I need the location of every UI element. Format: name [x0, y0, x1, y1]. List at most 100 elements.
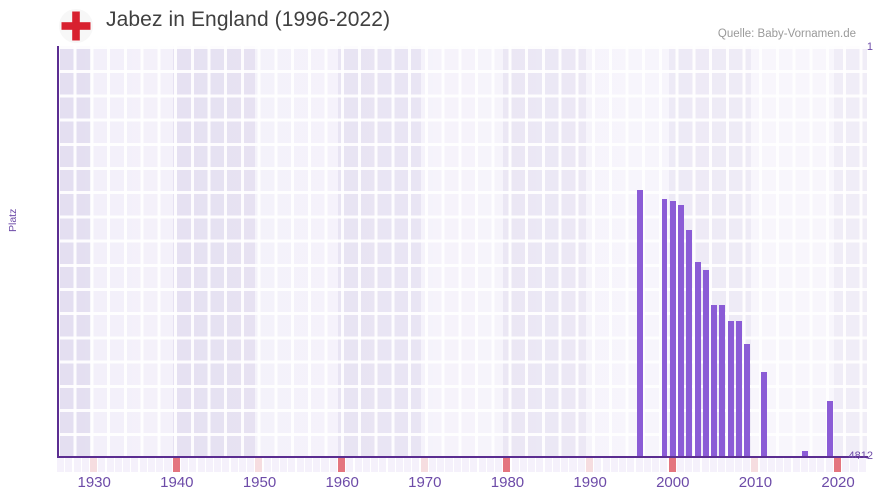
year-marker-cell [544, 458, 552, 472]
year-marker-cell [585, 458, 594, 472]
year-marker-cell [453, 458, 461, 472]
year-marker-cell [255, 458, 263, 472]
bar[interactable] [735, 321, 742, 457]
year-marker-cell [569, 458, 577, 472]
year-marker-cell [619, 458, 627, 472]
year-marker-cell [817, 458, 825, 472]
y-axis-title: Platz [7, 208, 19, 232]
bar[interactable] [661, 198, 668, 457]
year-marker-cell [536, 458, 544, 472]
year-marker-cell [114, 458, 122, 472]
x-tick-label: 1990 [573, 474, 607, 491]
year-marker-cell [743, 458, 751, 472]
year-marker-cell [734, 458, 742, 472]
bar[interactable] [744, 343, 751, 457]
x-axis-line [57, 456, 868, 458]
bar[interactable] [711, 305, 718, 457]
x-tick-label: 1930 [77, 474, 111, 491]
england-flag-icon [59, 9, 93, 43]
year-marker-cell [528, 458, 536, 472]
year-marker-cell [238, 458, 246, 472]
bar-series [57, 46, 867, 457]
year-marker-cell [379, 458, 387, 472]
x-tick-label: 1970 [408, 474, 442, 491]
year-marker-cell [486, 458, 494, 472]
year-marker-cell [205, 458, 213, 472]
year-marker-cell [842, 458, 850, 472]
year-marker-cell [478, 458, 486, 472]
year-marker-cell [784, 458, 792, 472]
year-marker-cell [313, 458, 321, 472]
bar[interactable] [727, 321, 734, 457]
x-tick-label: 1950 [242, 474, 277, 491]
x-tick-label: 1960 [325, 474, 359, 491]
year-marker-cell [643, 458, 651, 472]
year-marker-cell [329, 458, 337, 472]
year-marker-cell [594, 458, 602, 472]
bar[interactable] [702, 270, 709, 457]
year-marker-cell [90, 458, 98, 472]
year-marker-cell [296, 458, 304, 472]
bar[interactable] [802, 451, 808, 457]
bar[interactable] [678, 204, 684, 457]
bar[interactable] [760, 372, 767, 457]
year-marker-cell [850, 458, 858, 472]
year-marker-cell [189, 458, 197, 472]
year-marker-cell [610, 458, 618, 472]
year-marker-cell [462, 458, 470, 472]
bar[interactable] [669, 201, 676, 457]
bar[interactable] [636, 189, 643, 457]
year-marker-cell [495, 458, 503, 472]
chart-header: Jabez in England (1996-2022) Quelle: Bab… [0, 0, 873, 44]
year-marker-cell [627, 458, 635, 472]
year-marker-cell [131, 458, 139, 472]
bar[interactable] [694, 262, 701, 457]
year-marker-cell [437, 458, 445, 472]
year-marker-cell [65, 458, 73, 472]
year-marker-cell [123, 458, 131, 472]
year-marker-cell [792, 458, 800, 472]
year-marker-cell [106, 458, 114, 472]
year-marker-cell [98, 458, 106, 472]
x-tick-label: 2010 [738, 474, 773, 491]
year-marker-cell [164, 458, 172, 472]
year-marker-cell [858, 458, 866, 472]
year-marker-cell [412, 458, 420, 472]
year-marker-cell [445, 458, 453, 472]
year-marker-cell [809, 458, 817, 472]
year-marker-cell [263, 458, 271, 472]
year-marker-strip [57, 458, 868, 472]
y-axis-line [57, 46, 59, 458]
year-marker-cell [693, 458, 701, 472]
x-tick-label: 1980 [490, 474, 525, 491]
year-marker-cell [751, 458, 759, 472]
year-marker-cell [701, 458, 709, 472]
year-marker-cell [519, 458, 527, 472]
y-tick-label-top: 1 [866, 41, 873, 53]
year-marker-cell [81, 458, 89, 472]
year-marker-cell [676, 458, 684, 472]
year-marker-cell [776, 458, 784, 472]
year-marker-cell [759, 458, 767, 472]
year-marker-cell [420, 458, 428, 472]
year-marker-cell [214, 458, 222, 472]
year-marker-cell [511, 458, 519, 472]
bar[interactable] [826, 401, 833, 457]
year-marker-cell [156, 458, 164, 472]
year-marker-cell [470, 458, 478, 472]
page-title: Jabez in England (1996-2022) [106, 8, 391, 31]
year-marker-cell [660, 458, 668, 472]
year-marker-cell [139, 458, 147, 472]
year-marker-cell [726, 458, 734, 472]
year-marker-cell [346, 458, 354, 472]
year-marker-cell [404, 458, 412, 472]
year-marker-cell [172, 458, 180, 472]
bar[interactable] [719, 305, 726, 457]
year-marker-cell [230, 458, 238, 472]
year-marker-cell [280, 458, 288, 472]
year-marker-cell [652, 458, 660, 472]
year-marker-cell [338, 458, 346, 472]
year-marker-cell [602, 458, 610, 472]
year-marker-cell [304, 458, 313, 472]
bar[interactable] [686, 229, 693, 457]
